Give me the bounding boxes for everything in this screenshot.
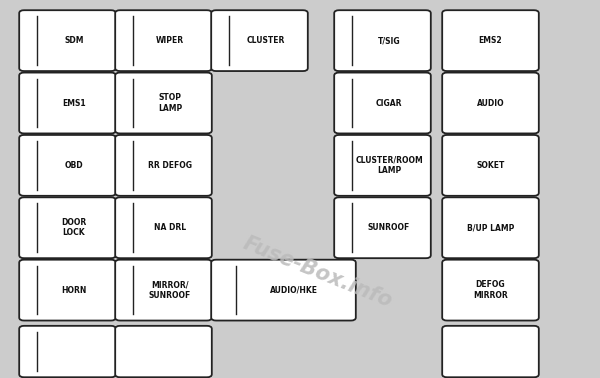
FancyBboxPatch shape	[442, 10, 539, 71]
FancyBboxPatch shape	[442, 135, 539, 196]
FancyBboxPatch shape	[19, 73, 116, 133]
FancyBboxPatch shape	[115, 10, 212, 71]
FancyBboxPatch shape	[334, 10, 431, 71]
FancyBboxPatch shape	[115, 135, 212, 196]
Text: T/SIG: T/SIG	[378, 36, 400, 45]
FancyBboxPatch shape	[115, 197, 212, 258]
Text: B/UP LAMP: B/UP LAMP	[467, 223, 514, 232]
Text: CLUSTER/ROOM
LAMP: CLUSTER/ROOM LAMP	[355, 156, 423, 175]
Text: AUDIO: AUDIO	[476, 99, 505, 107]
FancyBboxPatch shape	[442, 260, 539, 321]
FancyBboxPatch shape	[211, 10, 308, 71]
Text: MIRROR/
SUNROOF: MIRROR/ SUNROOF	[149, 280, 191, 300]
FancyBboxPatch shape	[19, 10, 116, 71]
Text: CLUSTER: CLUSTER	[247, 36, 285, 45]
FancyBboxPatch shape	[442, 73, 539, 133]
FancyBboxPatch shape	[19, 260, 116, 321]
Text: EMS2: EMS2	[479, 36, 502, 45]
Text: NA DRL: NA DRL	[154, 223, 186, 232]
FancyBboxPatch shape	[334, 135, 431, 196]
Text: WIPER: WIPER	[156, 36, 184, 45]
FancyBboxPatch shape	[334, 197, 431, 258]
FancyBboxPatch shape	[115, 326, 212, 377]
Text: SUNROOF: SUNROOF	[368, 223, 410, 232]
Text: OBD: OBD	[65, 161, 83, 170]
Text: Fuse-Box.info: Fuse-Box.info	[241, 233, 395, 311]
Text: RR DEFOG: RR DEFOG	[148, 161, 192, 170]
FancyBboxPatch shape	[19, 197, 116, 258]
FancyBboxPatch shape	[19, 326, 116, 377]
Text: CIGAR: CIGAR	[376, 99, 402, 107]
FancyBboxPatch shape	[115, 73, 212, 133]
FancyBboxPatch shape	[442, 326, 539, 377]
Text: SOKET: SOKET	[476, 161, 505, 170]
FancyBboxPatch shape	[442, 197, 539, 258]
FancyBboxPatch shape	[19, 135, 116, 196]
FancyBboxPatch shape	[334, 73, 431, 133]
Text: SDM: SDM	[64, 36, 84, 45]
FancyBboxPatch shape	[115, 260, 212, 321]
FancyBboxPatch shape	[211, 260, 356, 321]
Text: AUDIO/HKE: AUDIO/HKE	[269, 286, 317, 294]
Text: EMS1: EMS1	[62, 99, 86, 107]
Text: DEFOG
MIRROR: DEFOG MIRROR	[473, 280, 508, 300]
Text: STOP
LAMP: STOP LAMP	[158, 93, 182, 113]
Text: HORN: HORN	[61, 286, 87, 294]
Text: DOOR
LOCK: DOOR LOCK	[61, 218, 86, 237]
